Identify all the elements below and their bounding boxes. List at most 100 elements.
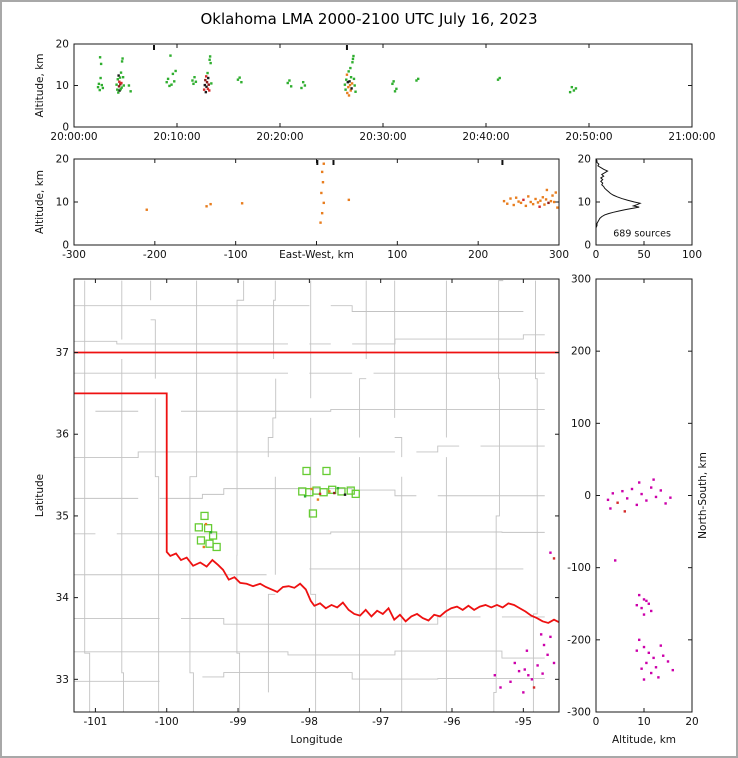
data-point xyxy=(204,90,208,94)
data-point xyxy=(205,85,208,88)
data-point xyxy=(343,83,347,86)
data-point xyxy=(333,491,336,495)
county-line xyxy=(267,280,277,693)
county-line xyxy=(74,616,545,625)
data-point xyxy=(645,599,648,603)
data-point xyxy=(630,487,634,491)
data-point xyxy=(119,88,122,91)
county-line xyxy=(74,306,545,312)
data-point xyxy=(522,691,525,694)
county-line xyxy=(493,280,504,712)
data-point xyxy=(657,676,660,679)
y-tick-label: 100 xyxy=(571,418,591,430)
data-point xyxy=(166,77,170,81)
flash-square xyxy=(196,536,206,545)
data-point xyxy=(659,489,662,492)
panel-northsouth-altitude: 0 10 20 -300 -200 -100 0 100 200 300 Altitude, km N… xyxy=(567,274,709,747)
data-point xyxy=(320,170,324,174)
data-point xyxy=(301,80,305,84)
data-point xyxy=(544,198,548,201)
y-tick-label: 20 xyxy=(56,154,69,166)
data-point xyxy=(626,497,629,500)
data-point xyxy=(193,76,196,79)
data-point xyxy=(391,82,394,86)
data-point xyxy=(638,593,641,597)
data-point xyxy=(171,72,175,76)
x-tick-label: 100 xyxy=(682,249,702,261)
x-tick-label: -100 xyxy=(224,249,248,261)
data-point xyxy=(318,492,322,496)
county-line xyxy=(150,280,160,712)
data-point xyxy=(169,54,172,57)
data-point xyxy=(349,66,352,70)
data-point xyxy=(549,551,552,554)
x-axis-title: Longitude xyxy=(290,734,342,746)
data-point xyxy=(205,205,208,208)
data-point xyxy=(349,76,353,79)
data-point xyxy=(121,57,124,60)
y-tick-label: 0 xyxy=(584,490,591,502)
top-mark xyxy=(316,160,319,165)
data-point xyxy=(549,635,552,639)
data-point xyxy=(512,203,515,207)
data-point xyxy=(120,60,124,63)
data-point xyxy=(351,57,355,61)
x-tick-label: 20:10:00 xyxy=(153,131,200,143)
data-point xyxy=(538,205,541,208)
data-point xyxy=(100,83,104,87)
x-tick-label: 0 xyxy=(593,716,600,728)
data-point xyxy=(101,86,105,90)
data-point xyxy=(117,85,121,88)
data-point xyxy=(527,674,530,677)
data-point xyxy=(650,671,653,675)
data-point xyxy=(554,191,557,194)
top-mark xyxy=(501,160,504,165)
data-point xyxy=(392,80,395,83)
y-tick-label: -100 xyxy=(567,562,591,574)
x-tick-label: -95 xyxy=(515,716,532,728)
data-point xyxy=(529,200,532,204)
top-mark xyxy=(153,45,155,50)
data-point xyxy=(642,613,646,616)
data-point xyxy=(650,486,653,489)
x-tick-label: 20:30:00 xyxy=(359,131,406,143)
x-tick-label: -100 xyxy=(155,716,179,728)
y-tick-label: 35 xyxy=(56,510,69,522)
data-point xyxy=(650,609,653,613)
y-tick-label: -300 xyxy=(567,707,591,719)
county-line xyxy=(394,280,403,712)
data-point xyxy=(348,80,351,83)
data-point xyxy=(525,649,529,652)
data-point xyxy=(502,199,506,203)
data-point xyxy=(638,481,641,484)
x-tick-label: -99 xyxy=(229,716,246,728)
data-point xyxy=(310,487,313,491)
top-mark xyxy=(345,45,348,50)
state-boundary xyxy=(74,392,560,624)
data-point xyxy=(345,78,348,81)
data-point xyxy=(539,199,542,202)
data-point xyxy=(209,531,213,534)
data-point xyxy=(210,82,213,85)
x-tick-label: 50 xyxy=(637,249,650,261)
axes-frame xyxy=(73,278,560,713)
county-line xyxy=(310,280,317,712)
y-tick-label: 20 xyxy=(56,39,69,51)
data-point xyxy=(115,83,118,86)
y-axis-title: Latitude xyxy=(34,474,46,517)
data-point xyxy=(173,80,176,83)
data-point xyxy=(496,78,500,81)
x-tick-label: 20:40:00 xyxy=(462,131,509,143)
data-point xyxy=(346,80,350,84)
data-point xyxy=(145,208,148,211)
flash-square xyxy=(200,511,209,521)
flash-square xyxy=(308,509,318,518)
data-point xyxy=(118,76,122,79)
flash-square xyxy=(319,488,328,497)
data-point xyxy=(207,76,210,80)
data-point xyxy=(572,89,576,92)
county-line xyxy=(74,445,545,458)
data-point xyxy=(611,492,614,495)
data-point xyxy=(536,664,539,667)
data-point xyxy=(527,195,530,198)
